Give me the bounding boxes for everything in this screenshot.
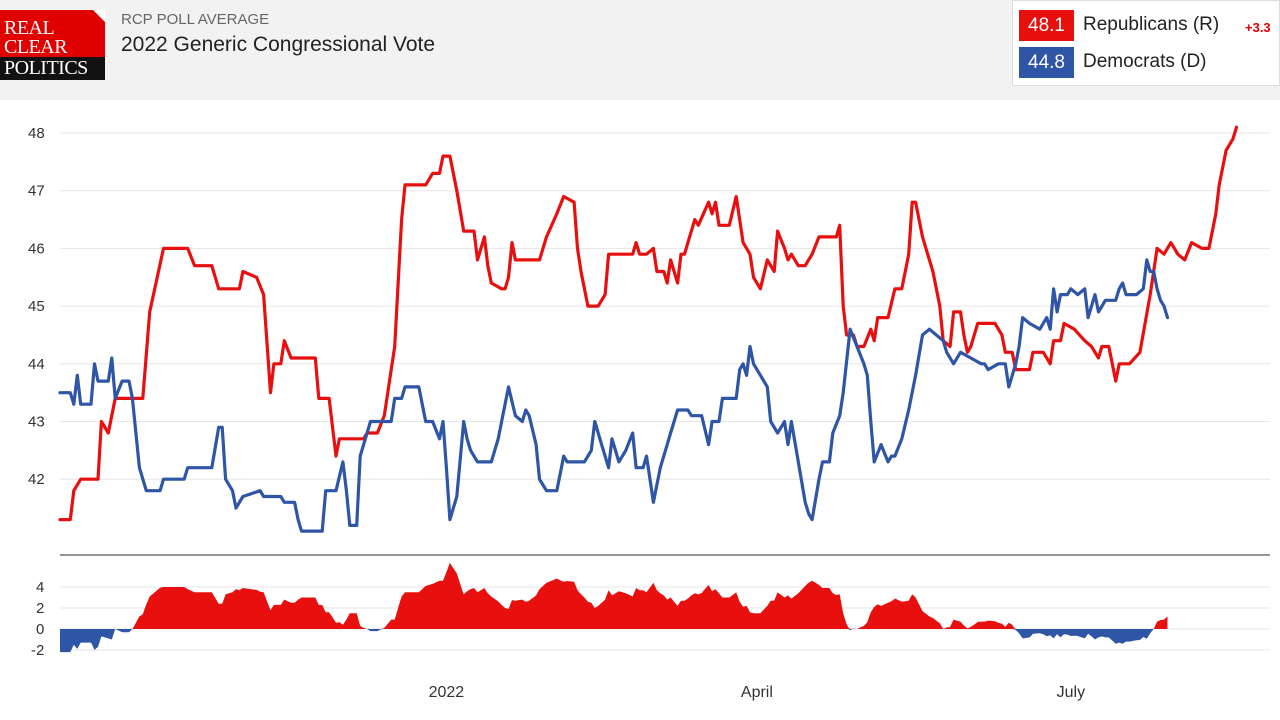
main-y-ticks: 42 43 44 45 46 47 48 <box>28 125 45 488</box>
chart-title: 2022 Generic Congressional Vote <box>121 33 436 56</box>
y-tick-label-44: 44 <box>28 356 45 373</box>
republican-line <box>58 125 1239 522</box>
x-month-label-2022: 2022 <box>429 684 465 701</box>
rep-spread-value: +3.3 <box>1245 20 1271 35</box>
logo-line-3-band: POLITICS <box>0 57 105 80</box>
y-tick-label-46: 46 <box>28 240 45 257</box>
rep-legend-label: Republicans (R) <box>1083 14 1220 35</box>
spread-area-republican <box>60 562 1168 629</box>
rep-value-badge: 48.1 <box>1019 10 1074 41</box>
y-tick-label-42: 42 <box>28 471 45 488</box>
y-tick-label-48: 48 <box>28 125 45 142</box>
spread-y-tick-label-2: 2 <box>36 600 44 617</box>
x-month-label-july: July <box>1057 684 1085 701</box>
spread-y-tick-label--2: -2 <box>31 642 44 659</box>
logo-line-1: REAL <box>4 17 55 39</box>
dem-value-badge: 44.8 <box>1019 47 1074 78</box>
logo-line-3: POLITICS <box>4 57 88 79</box>
logo-fold-corner <box>93 10 105 22</box>
realclearpolitics-logo[interactable]: REAL CLEAR POLITICS <box>0 10 105 80</box>
main-series-lines <box>58 125 1239 533</box>
y-tick-label-45: 45 <box>28 298 45 315</box>
poll-average-kicker: RCP POLL AVERAGE <box>121 11 270 28</box>
chart-legend: 48.1 Republicans (R) +3.3 44.8 Democrats… <box>1012 0 1280 86</box>
spread-y-tick-label-4: 4 <box>36 579 44 596</box>
main-grid <box>60 132 1270 480</box>
x-month-labels: 2022AprilJulyOctober <box>429 684 1085 701</box>
y-tick-label-43: 43 <box>28 414 45 431</box>
spread-area-democrat <box>60 629 1168 653</box>
logo-line-2: CLEAR <box>4 36 68 58</box>
spread-areas <box>60 562 1168 653</box>
y-tick-label-47: 47 <box>28 183 45 200</box>
x-month-label-april: April <box>741 684 773 701</box>
democrat-line <box>58 258 1170 533</box>
spread-y-ticks: 4 2 0 -2 <box>31 579 44 659</box>
dem-legend-label: Democrats (D) <box>1083 51 1207 72</box>
spread-y-tick-label-0: 0 <box>36 621 44 638</box>
